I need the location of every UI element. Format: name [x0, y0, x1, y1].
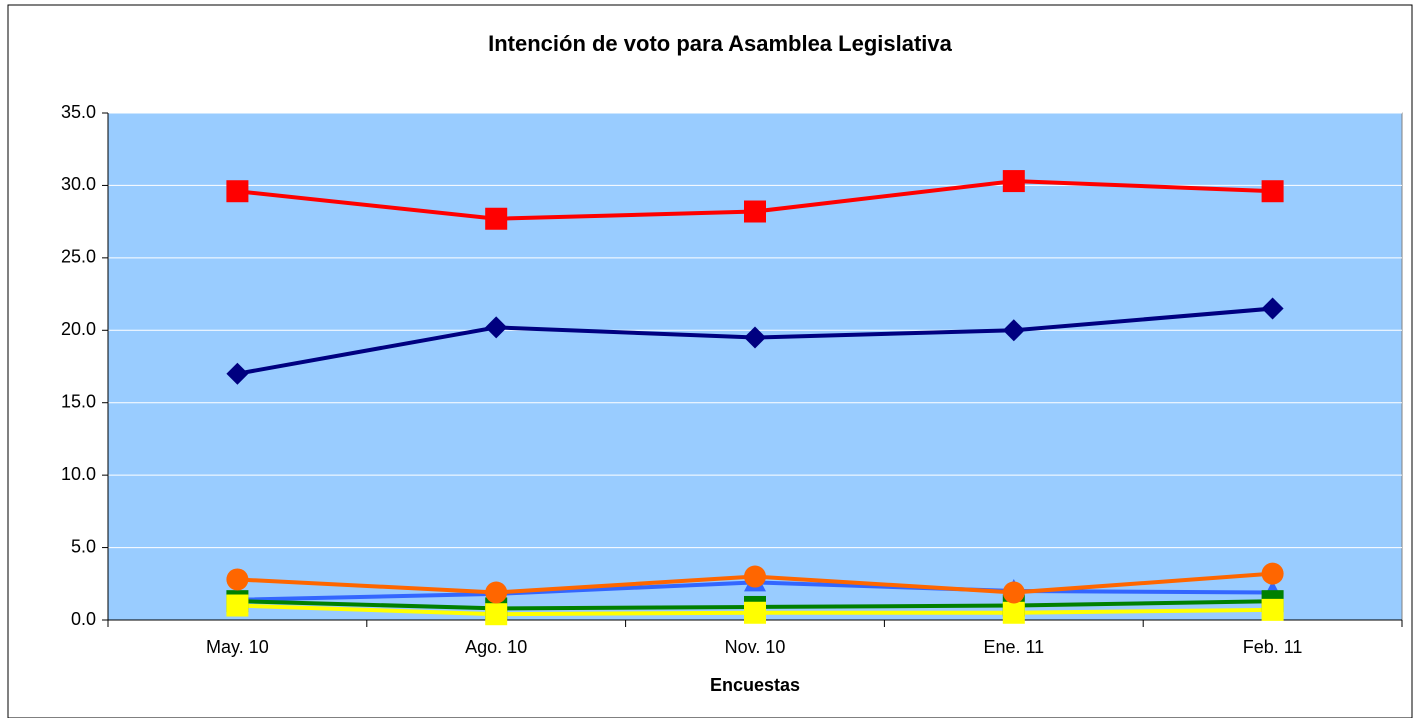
y-tick-label: 10.0 — [61, 464, 96, 484]
marker — [1261, 180, 1284, 203]
marker — [485, 581, 508, 604]
marker — [226, 594, 249, 617]
marker — [744, 326, 766, 349]
marker — [485, 316, 508, 339]
marker — [744, 565, 766, 588]
y-tick-label: 20.0 — [61, 319, 96, 339]
marker — [226, 180, 249, 203]
plot-area — [107, 112, 1403, 621]
x-axis-label: Encuestas — [710, 675, 800, 695]
marker — [1261, 562, 1284, 585]
x-tick-label: Nov. 10 — [725, 637, 786, 657]
marker — [1261, 598, 1284, 621]
y-tick-label: 25.0 — [61, 247, 96, 267]
marker — [226, 568, 249, 591]
marker — [1002, 319, 1025, 342]
marker — [1002, 581, 1025, 604]
marker — [1002, 601, 1025, 624]
chart-title: Intención de voto para Asamblea Legislat… — [488, 31, 953, 56]
marker — [1261, 297, 1284, 320]
x-tick-label: Feb. 11 — [1243, 637, 1303, 657]
y-tick-label: 30.0 — [61, 174, 96, 194]
x-tick-label: Ago. 10 — [465, 637, 527, 657]
marker — [485, 603, 508, 626]
y-tick-label: 15.0 — [61, 391, 96, 411]
x-tick-label: Ene. 11 — [983, 637, 1044, 657]
y-tick-label: 0.0 — [71, 609, 96, 629]
marker — [744, 601, 766, 624]
marker — [226, 362, 249, 385]
marker — [744, 200, 766, 223]
x-tick-label: May. 10 — [206, 637, 269, 657]
y-tick-label: 35.0 — [61, 102, 96, 122]
y-tick-label: 5.0 — [71, 536, 96, 556]
marker — [1002, 170, 1025, 193]
marker — [485, 207, 508, 230]
